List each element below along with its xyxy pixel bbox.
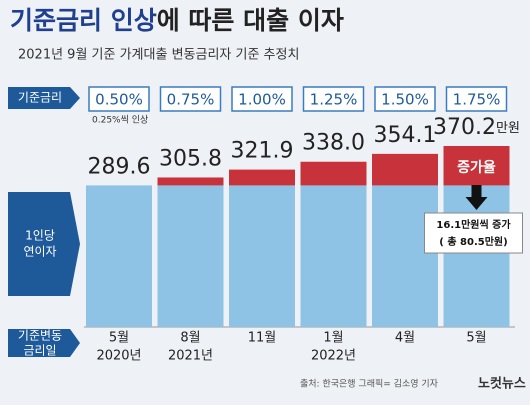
- rate-label: 0.50%: [95, 91, 143, 109]
- source: 출처: 한국은행 그래픽= 김소영 기자: [300, 378, 439, 390]
- value-label: 321.9: [231, 139, 294, 164]
- x-tick-label: 4월: [395, 331, 415, 346]
- rate-box: [231, 86, 293, 112]
- note-box: [424, 212, 523, 254]
- bar-increase: [372, 153, 438, 186]
- logo: 노컷뉴스: [478, 376, 526, 392]
- increase-note: ( 총 80.5만원): [439, 235, 507, 248]
- rate-label: 0.75%: [167, 91, 215, 109]
- title-rest: 에 따른 대출 이자: [157, 6, 344, 35]
- row-label: 기준변동: [18, 329, 62, 343]
- row-label: 기준금리: [18, 91, 62, 105]
- x-tick-year: 2020년: [96, 349, 141, 364]
- bar-base: [300, 185, 367, 327]
- rate-box: [374, 86, 436, 112]
- down-arrow: [465, 185, 488, 210]
- row-label: 연이자: [23, 245, 56, 259]
- value-number: 354.1: [374, 123, 437, 148]
- value-number: 321.9: [231, 139, 294, 164]
- chart-title: 기준금리 인상에 따른 대출 이자: [10, 6, 344, 35]
- x-tick-label: 11월: [248, 331, 277, 346]
- x-tick-label: 5월: [109, 331, 129, 346]
- rate-label: 1.75%: [453, 91, 501, 109]
- value-label: 305.8: [159, 146, 222, 171]
- bar-increase: [300, 161, 367, 186]
- value-number: 370.2: [433, 115, 496, 140]
- x-tick-year: 2021년: [168, 349, 213, 364]
- bar-base: [229, 185, 295, 327]
- title-emphasis: 기준금리 인상: [10, 6, 157, 35]
- subtitle: 2021년 9월 기준 가계대출 변동금리자 기준 추정치: [18, 48, 299, 63]
- value-number: 305.8: [159, 146, 222, 171]
- value-unit: 만원: [496, 121, 520, 136]
- bar-increase: [229, 169, 295, 186]
- value-number: 289.6: [88, 154, 151, 179]
- bar-base: [157, 185, 224, 327]
- x-tick-label: 5월: [466, 331, 486, 346]
- bar-increase: [443, 146, 510, 186]
- bar-base: [86, 185, 152, 327]
- x-tick-label: 1월: [323, 331, 343, 346]
- increase-label: 증가율: [457, 159, 496, 176]
- rate-box: [159, 86, 222, 112]
- row-label: 금리일: [23, 344, 56, 358]
- rate-label: 1.25%: [310, 91, 358, 109]
- x-tick-year: 2022년: [311, 349, 356, 364]
- bar-base: [372, 185, 438, 327]
- row-label-arrows: [8, 87, 80, 357]
- rate-label: 1.50%: [381, 91, 429, 109]
- rate-box: [88, 86, 150, 112]
- increase-note: 16.1만원씩 증가: [436, 218, 511, 231]
- value-label: 338.0: [302, 131, 365, 156]
- row-label: 1인당: [25, 229, 55, 243]
- value-label: 370.2만원: [433, 115, 520, 140]
- bar-increase: [157, 177, 224, 186]
- value-label: 354.1: [374, 123, 437, 148]
- rate-box: [302, 86, 365, 112]
- value-label: 289.6: [88, 154, 151, 179]
- rate-note: 0.25%씩 인상: [92, 115, 148, 126]
- rate-label: 1.00%: [238, 91, 286, 109]
- x-tick-label: 8월: [180, 331, 200, 346]
- value-number: 338.0: [302, 131, 365, 156]
- rate-box: [445, 86, 508, 112]
